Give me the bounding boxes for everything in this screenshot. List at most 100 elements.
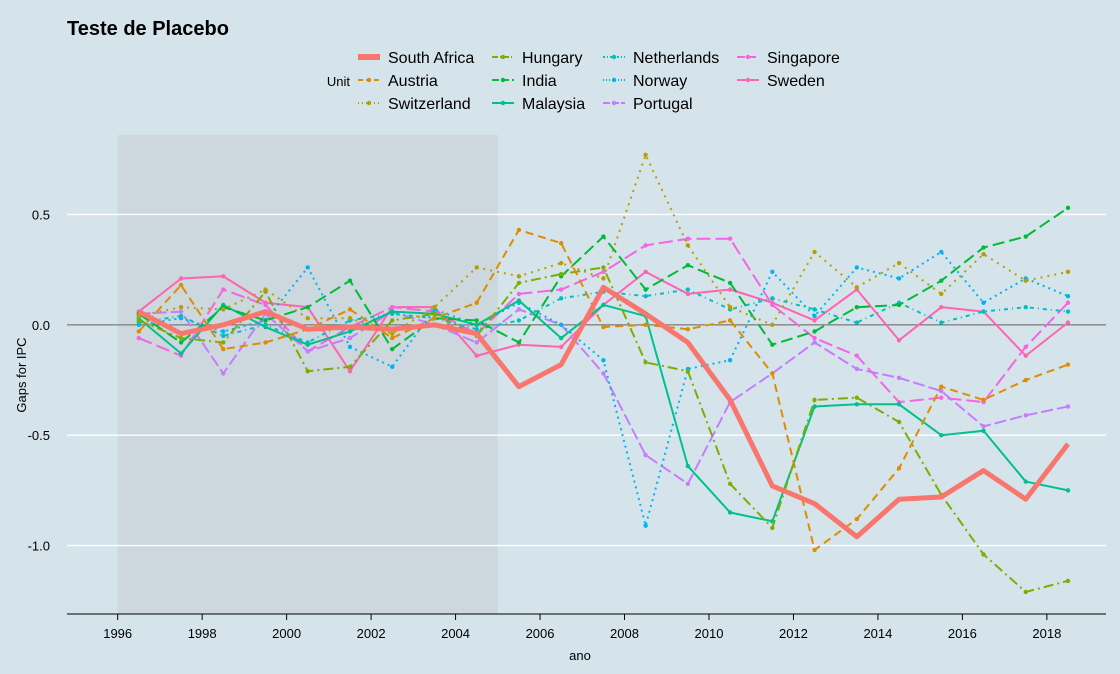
legend-item-portugal: Portugal: [603, 96, 693, 113]
data-point: [178, 340, 184, 345]
data-point: [305, 316, 310, 321]
data-point: [812, 313, 817, 319]
series-layer: [136, 152, 1071, 595]
data-point: [474, 327, 479, 332]
data-point: [770, 302, 775, 308]
data-point: [727, 357, 733, 363]
series-south-africa: [137, 284, 1070, 540]
data-point: [1023, 304, 1028, 310]
data-point: [136, 329, 142, 334]
data-point: [516, 307, 522, 312]
series-norway: [136, 249, 1071, 528]
legend-label: Hungary: [522, 50, 582, 67]
data-point: [685, 287, 691, 292]
data-point: [812, 397, 817, 403]
data-point: [1023, 377, 1028, 383]
series-switzerland: [136, 152, 1071, 336]
data-point: [896, 466, 902, 471]
data-point: [474, 322, 479, 328]
x-axis-title: ano: [569, 648, 591, 663]
data-point: [1065, 404, 1071, 409]
gridlines: 0.5 0.0 -0.5 -1.0: [28, 207, 1106, 554]
data-point: [601, 276, 606, 281]
data-point: [178, 282, 184, 288]
data-point: [643, 269, 648, 275]
data-point: [1065, 362, 1071, 367]
data-point: [221, 329, 226, 334]
data-point: [854, 402, 860, 407]
legend-label: Singapore: [767, 50, 840, 67]
data-point: [685, 236, 691, 241]
data-point: [854, 366, 860, 372]
data-point: [770, 296, 775, 301]
data-point: [390, 364, 395, 369]
data-point: [939, 304, 944, 310]
data-point: [221, 346, 226, 352]
data-point: [685, 463, 691, 469]
pre-treatment-shading: [117, 135, 498, 614]
data-point: [1023, 413, 1028, 418]
y-axis-title: Gaps for IPC: [14, 337, 29, 412]
data-point: [390, 309, 395, 314]
data-point: [1065, 309, 1071, 314]
legend-swatch-marker: [745, 54, 751, 60]
data-point: [263, 318, 268, 323]
legend-label: Austria: [388, 73, 438, 90]
data-point: [896, 302, 902, 308]
data-point: [685, 327, 691, 332]
data-point: [178, 313, 184, 319]
y-tick-label: -0.5: [28, 428, 50, 443]
legend-title: Unit: [327, 74, 351, 89]
data-point: [516, 291, 522, 297]
data-point: [727, 287, 733, 292]
data-point: [981, 309, 986, 314]
series-india: [136, 205, 1071, 352]
data-point: [939, 395, 944, 400]
data-point: [727, 304, 733, 310]
data-point: [601, 302, 606, 308]
data-point: [516, 298, 522, 303]
x-tick-label: 2006: [526, 626, 555, 641]
data-point: [178, 276, 184, 281]
data-point: [601, 324, 606, 330]
data-point: [305, 349, 310, 354]
data-point: [643, 452, 648, 458]
data-point: [178, 309, 184, 314]
data-point: [390, 346, 395, 352]
data-point: [643, 243, 648, 248]
data-point: [981, 300, 986, 305]
legend-swatch-marker: [611, 100, 617, 106]
data-point: [390, 304, 395, 310]
data-point: [685, 243, 691, 248]
data-point: [178, 335, 184, 341]
legend-swatch-marker: [611, 77, 617, 83]
legend-item-switzerland: Switzerland: [358, 96, 471, 113]
series-austria: [136, 227, 1071, 553]
data-point: [516, 318, 522, 323]
data-point: [685, 291, 691, 297]
data-point: [1023, 353, 1028, 358]
pre-treatment-shading-layer: [117, 135, 498, 614]
data-point: [1023, 589, 1028, 595]
data-point: [263, 340, 268, 345]
data-point: [770, 269, 775, 275]
data-point: [601, 357, 606, 363]
legend-label: Malaysia: [522, 96, 585, 113]
data-point: [347, 364, 353, 369]
x-tick-label: 1998: [188, 626, 217, 641]
data-point: [812, 329, 817, 334]
data-point: [305, 342, 310, 347]
series-line-south-africa: [137, 284, 1070, 540]
legend-item-india: India: [492, 73, 557, 90]
data-point: [347, 335, 353, 341]
data-point: [1065, 300, 1071, 305]
legend-item-malaysia: Malaysia: [492, 96, 585, 113]
legend-label: India: [522, 73, 557, 90]
data-point: [939, 278, 944, 283]
data-point: [854, 320, 860, 325]
legend-item-singapore: Singapore: [737, 50, 840, 67]
data-point: [347, 278, 353, 283]
data-point: [432, 311, 437, 316]
data-point: [727, 236, 733, 241]
